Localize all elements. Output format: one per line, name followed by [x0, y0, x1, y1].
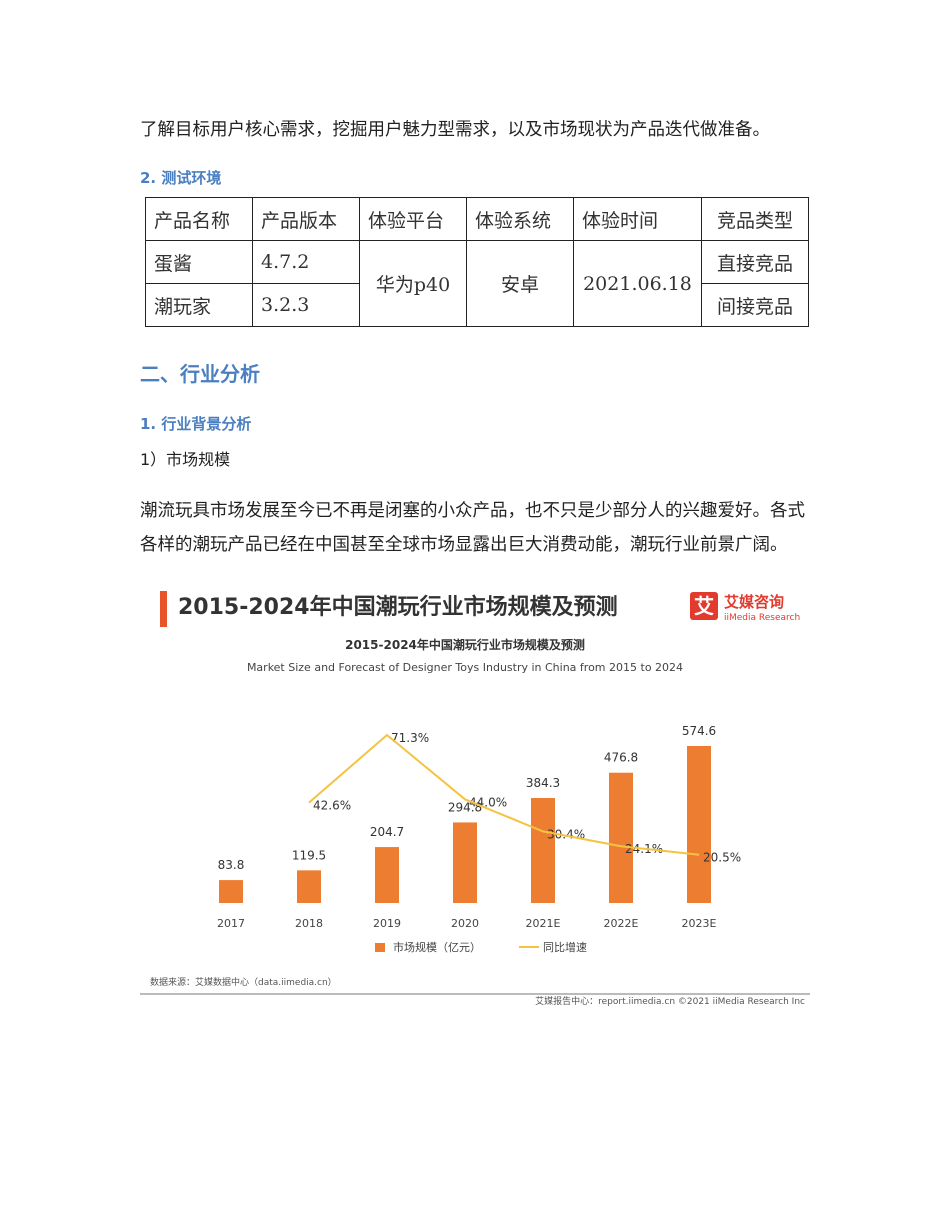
x-tick-label: 2019 — [373, 917, 401, 930]
line-label: 20.5% — [703, 851, 741, 865]
x-tick-label: 2020 — [451, 917, 479, 930]
bar-label: 384.3 — [526, 776, 560, 790]
paragraph: 潮流玩具市场发展至今已不再是闭塞的小众产品，也不只是少部分人的兴趣爱好。各式各样… — [140, 501, 805, 555]
cell: 安卓 — [466, 240, 574, 327]
source: 数据来源：艾媒数据中心（data.iimedia.cn） — [150, 976, 337, 988]
item: 1）市场规模 — [140, 450, 231, 469]
brand: 艾媒咨询 — [724, 593, 784, 611]
bar-label: 204.7 — [370, 825, 404, 839]
bar-label: 294.8 — [448, 800, 482, 814]
line — [308, 733, 700, 856]
intro: 了解目标用户核心需求，挖掘用户魅力型需求，以及市场现状为产品迭代做准备。 — [140, 120, 770, 140]
bar — [609, 772, 633, 903]
line-label: 71.3% — [391, 731, 429, 745]
brand-en: iiMedia Research — [724, 613, 800, 623]
chart-subtitle: Market Size and Forecast of Designer Toy… — [247, 661, 683, 674]
cell: 华为p40 — [359, 240, 467, 327]
th: 体验平台 — [359, 197, 467, 241]
bar-label: 574.6 — [682, 724, 716, 738]
bar-label: 476.8 — [604, 751, 638, 765]
x-tick-label: 2018 — [295, 917, 323, 930]
logo-box — [690, 592, 718, 620]
th: 体验时间 — [573, 197, 702, 241]
bar — [531, 797, 555, 903]
x-tick-label: 2023E — [682, 917, 717, 930]
bar — [687, 746, 711, 903]
logo-icon: 艾 — [694, 594, 714, 618]
x-tick-label: 2021E — [526, 917, 561, 930]
chart-title: 2015-2024年中国潮玩行业市场规模及预测 — [345, 637, 585, 652]
bar — [453, 822, 477, 903]
footer: 艾媒报告中心：report.iimedia.cn ©2021 iiMedia R… — [535, 995, 805, 1007]
cell: 潮玩家 — [145, 283, 253, 327]
cell: 3.2.3 — [252, 283, 360, 327]
th: 产品名称 — [145, 197, 253, 241]
title-accent — [160, 591, 167, 627]
bar-label: 83.8 — [218, 858, 245, 872]
x-tick-label: 2017 — [217, 917, 245, 930]
x-tick-label: 2022E — [604, 917, 639, 930]
cell: 4.7.2 — [252, 240, 360, 284]
subheading: 1. 行业背景分析 — [140, 415, 252, 433]
legend-label: 市场规模（亿元） — [393, 940, 481, 954]
env-table: 产品名称 产品版本 体验平台 体验系统 体验时间 竞品类型 蛋酱 4.7.2 华… — [145, 197, 809, 327]
bar — [375, 847, 399, 903]
cell: 蛋酱 — [145, 240, 253, 284]
line-label: 42.6% — [313, 799, 351, 813]
th: 竞品类型 — [701, 197, 809, 241]
section-heading: 二、行业分析 — [140, 362, 260, 386]
cell: 间接竞品 — [701, 283, 809, 327]
bar-label: 119.5 — [292, 848, 326, 862]
legend-label: 同比增速 — [543, 940, 587, 954]
heading: 2. 测试环境 — [140, 169, 222, 187]
legend-swatch — [375, 943, 385, 952]
cell: 2021.06.18 — [573, 240, 702, 327]
th: 体验系统 — [466, 197, 574, 241]
bar — [219, 880, 243, 903]
header-title: 2015-2024年中国潮玩行业市场规模及预测 — [178, 594, 618, 620]
bar — [297, 870, 321, 903]
